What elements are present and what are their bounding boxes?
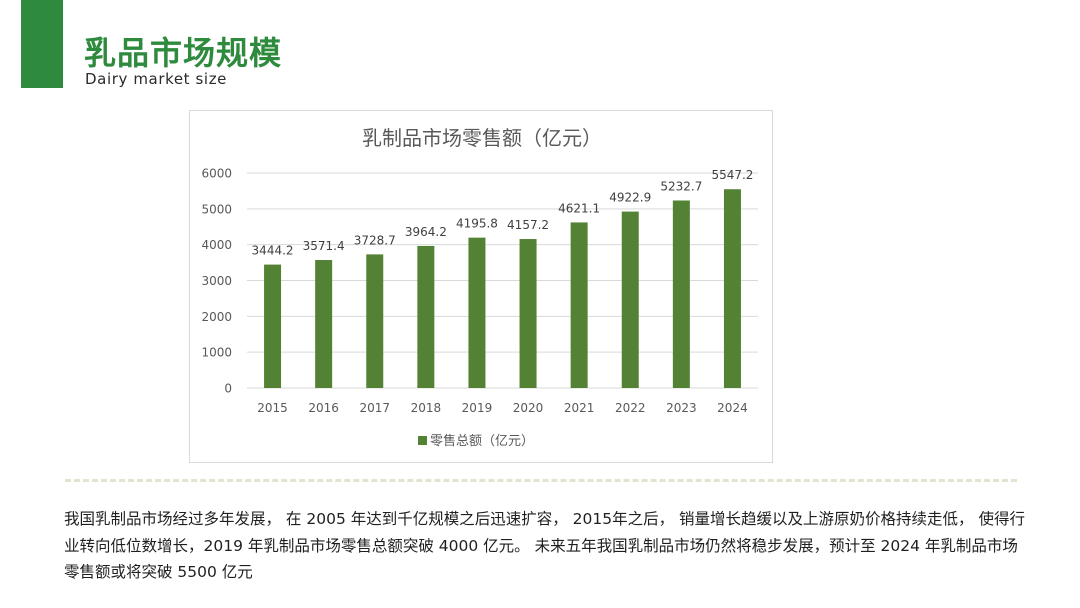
bar <box>621 211 639 388</box>
x-tick-label: 2017 <box>359 401 390 415</box>
bar <box>519 239 537 388</box>
bar <box>570 222 588 388</box>
bar <box>366 254 384 388</box>
section-divider <box>65 479 1017 482</box>
bar <box>417 245 435 388</box>
chart-title: 乳制品市场零售额（亿元） <box>362 126 602 150</box>
x-tick-label: 2023 <box>666 401 697 415</box>
x-tick-label: 2020 <box>513 401 544 415</box>
data-label: 5547.2 <box>711 168 753 182</box>
chart-container: 乳制品市场零售额（亿元） 0 1000 2000 3000 4000 5000 6000 344… <box>189 110 773 463</box>
y-tick-label: 1000 <box>201 346 232 360</box>
bar <box>672 200 690 388</box>
x-tick-label: 2018 <box>411 401 442 415</box>
y-tick-label: 5000 <box>201 202 232 216</box>
data-label: 4157.2 <box>507 218 549 232</box>
legend-label: 零售总额（亿元） <box>430 433 534 449</box>
data-label: 3728.7 <box>354 233 396 247</box>
x-tick-label: 2024 <box>717 401 748 415</box>
y-tick-label: 2000 <box>201 310 232 324</box>
data-label: 3964.2 <box>405 225 447 239</box>
page-title: 乳品市场规模 <box>84 34 283 72</box>
y-tick-label: 4000 <box>201 238 232 252</box>
x-tick-label: 2019 <box>462 401 493 415</box>
bar <box>468 237 486 388</box>
x-tick-label: 2021 <box>564 401 595 415</box>
y-tick-label: 0 <box>224 382 232 396</box>
header-accent-bar <box>21 0 63 88</box>
y-tick-label: 6000 <box>201 167 232 181</box>
x-tick-label: 2016 <box>308 401 339 415</box>
bar <box>264 264 282 388</box>
page-subtitle: Dairy market size <box>85 70 228 88</box>
data-label: 4195.8 <box>456 217 498 231</box>
data-label: 3444.2 <box>252 244 294 258</box>
y-tick-label: 3000 <box>201 274 232 288</box>
x-tick-label: 2015 <box>257 401 288 415</box>
bar-chart: 乳制品市场零售额（亿元） 0 1000 2000 3000 4000 5000 6000 344… <box>201 126 758 449</box>
bar <box>723 189 741 388</box>
bar <box>315 260 333 388</box>
data-label: 5232.7 <box>660 179 702 193</box>
data-label: 4922.9 <box>609 191 651 205</box>
x-tick-label: 2022 <box>615 401 646 415</box>
legend-swatch <box>418 436 427 445</box>
data-label: 3571.4 <box>303 239 345 253</box>
data-label: 4621.1 <box>558 201 600 215</box>
description-paragraph: 我国乳制品市场经过多年发展， 在 2005 年达到千亿规模之后迅速扩容， 201… <box>64 510 1025 581</box>
